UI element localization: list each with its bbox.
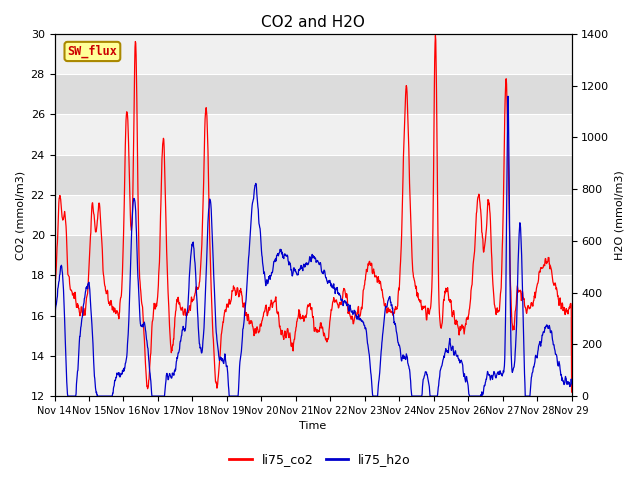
X-axis label: Time: Time	[300, 421, 326, 432]
Title: CO2 and H2O: CO2 and H2O	[261, 15, 365, 30]
Y-axis label: CO2 (mmol/m3): CO2 (mmol/m3)	[15, 170, 25, 260]
Bar	[54, 356, 572, 396]
Bar	[54, 114, 572, 155]
Legend: li75_co2, li75_h2o: li75_co2, li75_h2o	[224, 448, 416, 471]
Bar	[54, 276, 572, 316]
Bar	[54, 195, 572, 235]
Bar	[54, 34, 572, 74]
Text: SW_flux: SW_flux	[67, 45, 117, 58]
Y-axis label: H2O (mmol/m3): H2O (mmol/m3)	[615, 170, 625, 260]
